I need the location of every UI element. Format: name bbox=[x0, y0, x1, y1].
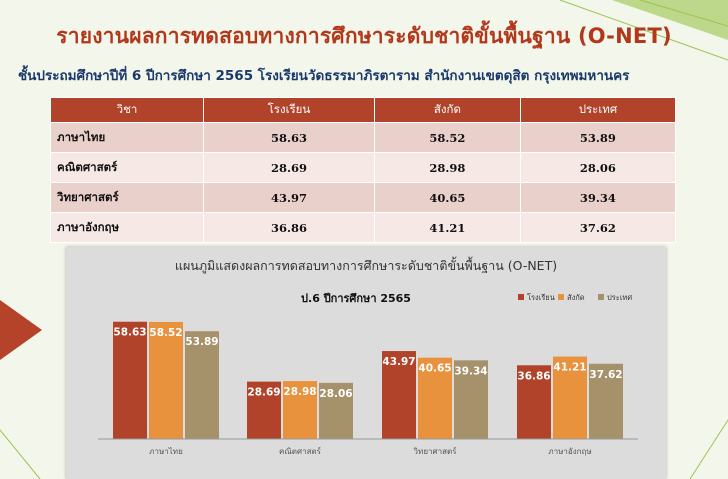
bar-data-label: 58.63 bbox=[113, 327, 146, 339]
scores-table: วิชา โรงเรียน สังกัด ประเทศ ภาษาไทย 58.6… bbox=[50, 97, 677, 243]
table-cell-country: 39.34 bbox=[519, 182, 677, 213]
table-header-country: ประเทศ bbox=[519, 97, 677, 123]
bar-1-2 bbox=[319, 382, 353, 439]
bar-3-2 bbox=[589, 363, 623, 439]
x-tick-label: คณิตศาสตร์ bbox=[279, 446, 322, 456]
table-cell-affiliation: 41.21 bbox=[373, 212, 521, 243]
page-subtitle: ชั้นประถมศึกษาปีที่ 6 ปีการศึกษา 2565 โร… bbox=[18, 68, 630, 84]
bar-1-1 bbox=[283, 381, 317, 439]
x-tick-label: ภาษาไทย bbox=[149, 447, 183, 456]
table-cell-affiliation: 58.52 bbox=[373, 122, 521, 153]
table-cell-school: 28.69 bbox=[203, 152, 375, 183]
decorative-red-arrow bbox=[0, 300, 42, 360]
bar-2-0 bbox=[382, 351, 416, 439]
chart-title: แผนภูมิแสดงผลการทดสอบทางการศึกษาระดับชาต… bbox=[175, 256, 557, 274]
table-cell-subject: ภาษาไทย bbox=[50, 122, 204, 153]
legend-label: โรงเรียน bbox=[527, 293, 555, 302]
table-cell-affiliation: 28.98 bbox=[373, 152, 521, 183]
legend-swatch bbox=[598, 294, 604, 300]
table-row: ภาษาไทย 58.63 58.52 53.89 bbox=[50, 122, 677, 153]
table-cell-affiliation: 40.65 bbox=[373, 182, 521, 213]
legend-label: สังกัด bbox=[567, 293, 585, 302]
bar-3-1 bbox=[553, 356, 587, 439]
bar-chart: แผนภูมิแสดงผลการทดสอบทางการศึกษาระดับชาต… bbox=[98, 256, 638, 456]
bar-data-label: 53.89 bbox=[185, 336, 218, 348]
table-cell-country: 28.06 bbox=[519, 152, 677, 183]
chart-panel: แผนภูมิแสดงผลการทดสอบทางการศึกษาระดับชาต… bbox=[66, 247, 666, 479]
table-cell-subject: คณิตศาสตร์ bbox=[50, 152, 204, 183]
table-row: วิทยาศาสตร์ 43.97 40.65 39.34 bbox=[50, 182, 677, 213]
legend-swatch bbox=[518, 294, 524, 300]
table-cell-subject: ภาษาอังกฤษ bbox=[50, 212, 204, 243]
bar-data-label: 41.21 bbox=[553, 362, 586, 374]
table-cell-school: 58.63 bbox=[203, 122, 375, 153]
bar-0-0 bbox=[113, 321, 147, 439]
bar-data-label: 28.06 bbox=[319, 388, 352, 400]
x-tick-label: วิทยาศาสตร์ bbox=[413, 446, 457, 456]
bar-0-2 bbox=[185, 331, 219, 439]
table-header-affiliation: สังกัด bbox=[373, 97, 521, 123]
x-axis-tick-labels: ภาษาไทย คณิตศาสตร์ วิทยาศาสตร์ ภาษาอังกฤษ bbox=[149, 446, 591, 456]
table-cell-country: 53.89 bbox=[519, 122, 677, 153]
bar-data-label: 36.86 bbox=[517, 370, 550, 382]
chart-subtitle: ป.6 ปีการศึกษา 2565 bbox=[301, 292, 411, 305]
chart-legend: โรงเรียน สังกัด ประเทศ bbox=[518, 293, 632, 302]
bar-2-2 bbox=[454, 360, 488, 439]
legend-swatch bbox=[558, 294, 564, 300]
table-cell-school: 43.97 bbox=[203, 182, 375, 213]
bar-data-label: 43.97 bbox=[382, 356, 415, 368]
bar-3-0 bbox=[517, 365, 551, 439]
table-header-school: โรงเรียน bbox=[203, 97, 375, 123]
table-cell-subject: วิทยาศาสตร์ bbox=[50, 182, 204, 213]
x-tick-label: ภาษาอังกฤษ bbox=[548, 447, 591, 456]
table-cell-school: 36.86 bbox=[203, 212, 375, 243]
bar-1-0 bbox=[247, 381, 281, 439]
table-header-subject: วิชา bbox=[50, 97, 204, 123]
legend-label: ประเทศ bbox=[607, 293, 632, 302]
bar-data-label: 28.69 bbox=[247, 387, 280, 399]
bar-data-label: 37.62 bbox=[589, 369, 622, 381]
bar-0-1 bbox=[149, 321, 183, 439]
bar-data-label: 58.52 bbox=[149, 327, 182, 339]
bar-2-1 bbox=[418, 357, 452, 439]
table-row: ภาษาอังกฤษ 36.86 41.21 37.62 bbox=[50, 212, 677, 243]
bar-data-label: 28.98 bbox=[283, 386, 316, 398]
table-row: คณิตศาสตร์ 28.69 28.98 28.06 bbox=[50, 152, 677, 183]
table-cell-country: 37.62 bbox=[519, 212, 677, 243]
page-title: รายงานผลการทดสอบทางการศึกษาระดับชาติขั้น… bbox=[56, 24, 672, 48]
bar-data-label: 39.34 bbox=[454, 365, 487, 377]
bar-data-label: 40.65 bbox=[418, 363, 451, 375]
table-header-row: วิชา โรงเรียน สังกัด ประเทศ bbox=[50, 97, 677, 123]
